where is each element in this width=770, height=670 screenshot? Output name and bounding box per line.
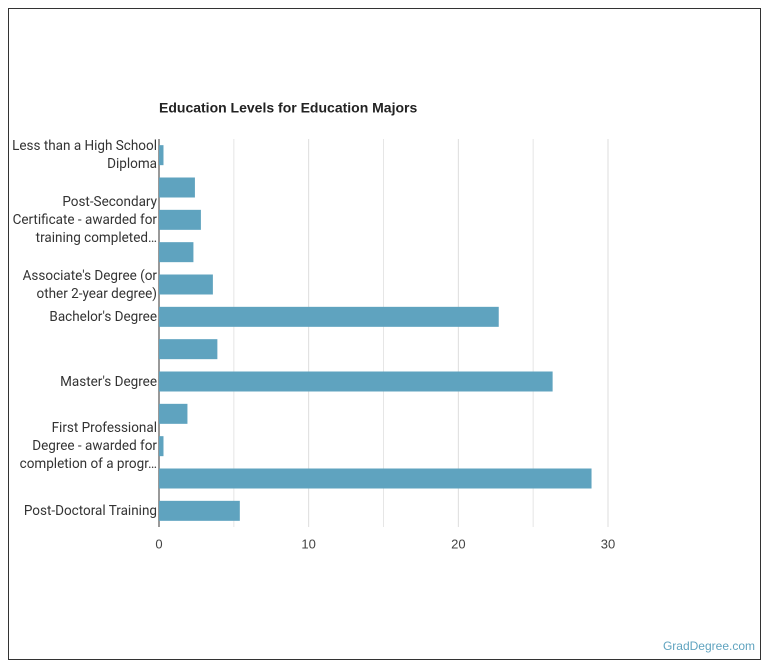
x-tick-label: 20 xyxy=(451,536,465,551)
y-tick-label: First Professional Degree - awarded for … xyxy=(19,420,157,473)
bar xyxy=(159,339,218,360)
bar xyxy=(159,274,213,295)
bar xyxy=(159,145,164,166)
x-tick-label: 30 xyxy=(601,536,615,551)
bar xyxy=(159,306,499,327)
bar xyxy=(159,436,164,457)
bar xyxy=(159,242,194,263)
source[interactable]: GradDegree.com xyxy=(663,639,755,653)
y-tick-label: Less than a High School Diploma xyxy=(12,138,157,173)
y-tick-label: Associate's Degree (or other 2-year degr… xyxy=(22,267,157,302)
bar xyxy=(159,468,592,489)
y-tick-label: Bachelor's Degree xyxy=(49,308,157,325)
bar xyxy=(159,371,553,392)
x-tick-label: 0 xyxy=(155,536,162,551)
x-tick-label: 10 xyxy=(301,536,315,551)
bar xyxy=(159,177,195,198)
bar xyxy=(159,403,188,424)
y-tick-label: Post-Doctoral Training xyxy=(23,502,157,519)
y-tick-label: Master's Degree xyxy=(60,373,157,390)
chart-title: Education Levels for Education Majors xyxy=(159,100,417,116)
y-tick-label: Post-Secondary Certificate - awarded for… xyxy=(12,193,157,246)
bar xyxy=(159,500,240,521)
frame xyxy=(8,8,761,660)
bar xyxy=(159,209,201,230)
